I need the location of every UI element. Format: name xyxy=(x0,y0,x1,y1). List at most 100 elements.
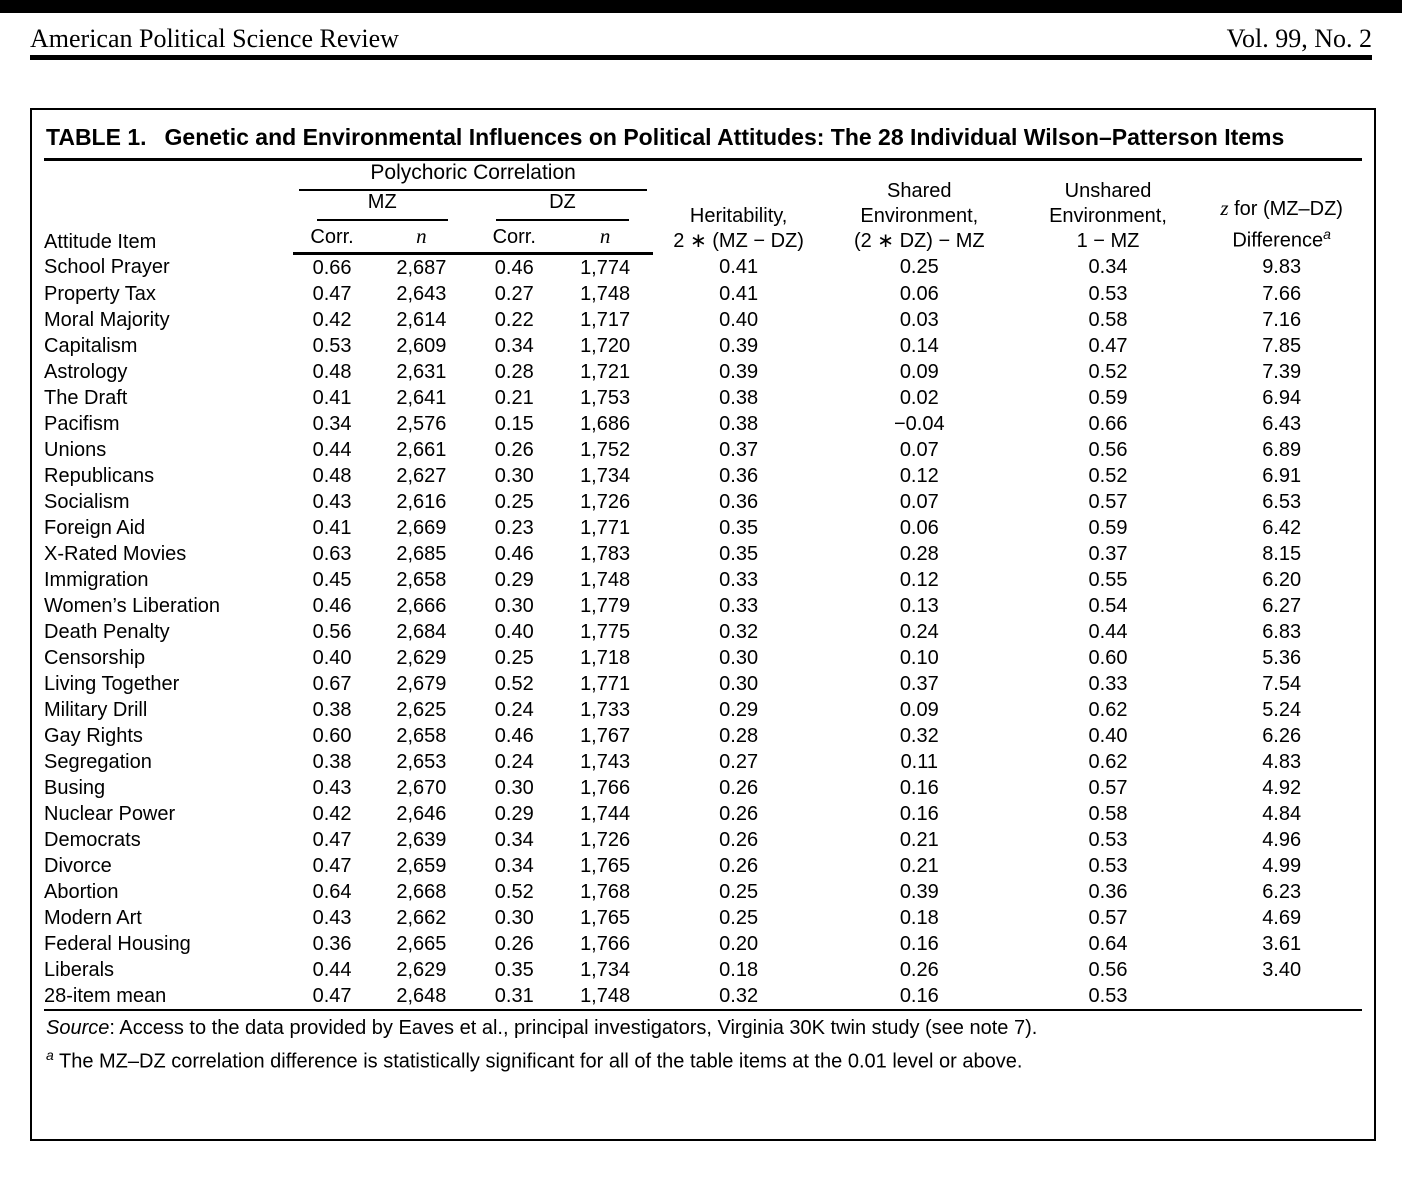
cell-dz-corr: 0.34 xyxy=(494,829,534,851)
cell-dz-n: 1,686 xyxy=(580,413,631,435)
cell-heritability: 0.36 xyxy=(719,491,759,513)
cell-attitude-item: Divorce xyxy=(44,855,112,877)
cell-unshared-env: 0.33 xyxy=(1088,673,1128,695)
cell-mz-corr: 0.43 xyxy=(312,907,352,929)
col-group-mz: MZ xyxy=(293,191,472,221)
cell-z-diff: 7.39 xyxy=(1262,361,1302,383)
cell-attitude-item: Abortion xyxy=(44,881,119,903)
cell-mz-corr: 0.47 xyxy=(312,985,352,1007)
cell-z-diff: 3.61 xyxy=(1262,933,1302,955)
table-row: Foreign Aid 0.41 2,669 0.23 1,771 0.35 0.06 0.5… xyxy=(44,515,1362,541)
cell-mz-corr: 0.53 xyxy=(312,335,352,357)
cell-mz-corr: 0.56 xyxy=(312,621,352,643)
table-number-label: TABLE 1. xyxy=(46,124,147,150)
cell-mz-corr: 0.40 xyxy=(312,647,352,669)
col-header-mz-corr: Corr. xyxy=(292,221,372,255)
table-row: Liberals 0.44 2,629 0.35 1,734 0.18 0.26 0.56 3.… xyxy=(44,957,1362,983)
cell-dz-n: 1,726 xyxy=(580,491,631,513)
cell-mz-corr: 0.46 xyxy=(312,595,352,617)
cell-dz-n: 1,752 xyxy=(580,439,631,461)
cell-dz-corr: 0.46 xyxy=(494,543,534,565)
cell-dz-n: 1,768 xyxy=(580,881,631,903)
cell-mz-n: 2,684 xyxy=(396,621,447,643)
cell-mz-corr: 0.44 xyxy=(312,959,352,981)
table-row: Death Penalty 0.56 2,684 0.40 1,775 0.32 0.24 0… xyxy=(44,619,1362,645)
cell-mz-n: 2,687 xyxy=(396,257,447,279)
source-note: Source: Access to the data provided by E… xyxy=(46,1017,1038,1039)
cell-unshared-env: 0.53 xyxy=(1088,855,1128,877)
table-title-text: Genetic and Environmental Influences on … xyxy=(164,124,1285,150)
cell-dz-corr: 0.52 xyxy=(494,881,534,903)
col-header-dz-corr: Corr. xyxy=(471,221,557,255)
table-row: Women’s Liberation 0.46 2,666 0.30 1,779 0.33… xyxy=(44,593,1362,619)
cell-dz-corr: 0.21 xyxy=(494,387,534,409)
table-row: Censorship 0.40 2,629 0.25 1,718 0.30 0.10 0.60… xyxy=(44,645,1362,671)
cell-dz-corr: 0.40 xyxy=(494,621,534,643)
cell-heritability: 0.29 xyxy=(719,699,759,721)
cell-heritability: 0.39 xyxy=(719,361,759,383)
table-row: The Draft 0.41 2,641 0.21 1,753 0.38 0.02 0.59 6… xyxy=(44,385,1362,411)
cell-heritability: 0.30 xyxy=(719,647,759,669)
cell-attitude-item: Busing xyxy=(44,777,106,799)
cell-z-diff: 7.16 xyxy=(1262,309,1302,331)
cell-unshared-env: 0.59 xyxy=(1088,387,1128,409)
cell-dz-corr: 0.29 xyxy=(494,803,534,825)
cell-shared-env: 0.14 xyxy=(899,335,939,357)
cell-attitude-item: Capitalism xyxy=(44,335,138,357)
cell-heritability: 0.26 xyxy=(719,803,759,825)
cell-unshared-env: 0.52 xyxy=(1088,465,1128,487)
cell-dz-corr: 0.52 xyxy=(494,673,534,695)
cell-dz-n: 1,766 xyxy=(580,777,631,799)
cell-heritability: 0.32 xyxy=(719,985,759,1007)
journal-title: American Political Science Review xyxy=(30,24,399,53)
cell-mz-corr: 0.38 xyxy=(312,751,352,773)
cell-dz-corr: 0.35 xyxy=(494,959,534,981)
cell-z-diff: 4.84 xyxy=(1262,803,1302,825)
cell-shared-env: 0.07 xyxy=(899,439,939,461)
cell-unshared-env: 0.40 xyxy=(1088,725,1128,747)
cell-mz-n: 2,629 xyxy=(396,959,447,981)
cell-z-diff: 6.23 xyxy=(1262,881,1302,903)
cell-attitude-item: The Draft xyxy=(44,387,128,409)
cell-attitude-item: Nuclear Power xyxy=(44,803,176,825)
cell-dz-n: 1,717 xyxy=(580,309,631,331)
cell-dz-n: 1,765 xyxy=(580,855,631,877)
cell-mz-n: 2,646 xyxy=(396,803,447,825)
cell-z-diff xyxy=(1201,983,1362,1010)
cell-mz-n: 2,648 xyxy=(396,985,447,1007)
cell-mz-n: 2,616 xyxy=(396,491,447,513)
cell-mz-n: 2,643 xyxy=(396,283,447,305)
cell-shared-env: 0.07 xyxy=(899,491,939,513)
cell-unshared-env: 0.34 xyxy=(1088,256,1128,279)
cell-mz-n: 2,639 xyxy=(396,829,447,851)
cell-mz-n: 2,685 xyxy=(396,543,447,565)
cell-attitude-item: Immigration xyxy=(44,569,149,591)
cell-dz-corr: 0.26 xyxy=(494,933,534,955)
cell-dz-n: 1,720 xyxy=(580,335,631,357)
scan-edge-bar xyxy=(0,0,1402,13)
table-row: Unions 0.44 2,661 0.26 1,752 0.37 0.07 0.56 6.89 xyxy=(44,437,1362,463)
cell-z-diff: 6.42 xyxy=(1262,517,1302,539)
cell-mz-corr: 0.44 xyxy=(312,439,352,461)
page-header: American Political Science Review Vol. 9… xyxy=(30,24,1372,54)
cell-dz-corr: 0.25 xyxy=(494,491,534,513)
cell-z-diff: 5.24 xyxy=(1262,699,1302,721)
cell-z-diff: 4.92 xyxy=(1262,777,1302,799)
table-row: Abortion 0.64 2,668 0.52 1,768 0.25 0.39 0.36 6.… xyxy=(44,879,1362,905)
cell-mz-corr: 0.47 xyxy=(312,283,352,305)
cell-shared-env: 0.16 xyxy=(899,777,939,799)
cell-z-diff: 6.94 xyxy=(1262,387,1302,409)
cell-dz-n: 1,748 xyxy=(580,985,631,1007)
cell-shared-env: 0.26 xyxy=(899,959,939,981)
cell-mz-n: 2,658 xyxy=(396,725,447,747)
cell-heritability: 0.36 xyxy=(719,465,759,487)
cell-attitude-item: Socialism xyxy=(44,491,130,513)
cell-shared-env: 0.28 xyxy=(899,543,939,565)
cell-heritability: 0.20 xyxy=(719,933,759,955)
cell-z-diff: 3.40 xyxy=(1262,959,1302,981)
cell-dz-corr: 0.15 xyxy=(494,413,534,435)
cell-heritability: 0.25 xyxy=(719,881,759,903)
cell-heritability: 0.38 xyxy=(719,387,759,409)
cell-z-diff: 6.91 xyxy=(1262,465,1302,487)
cell-mz-n: 2,614 xyxy=(396,309,447,331)
